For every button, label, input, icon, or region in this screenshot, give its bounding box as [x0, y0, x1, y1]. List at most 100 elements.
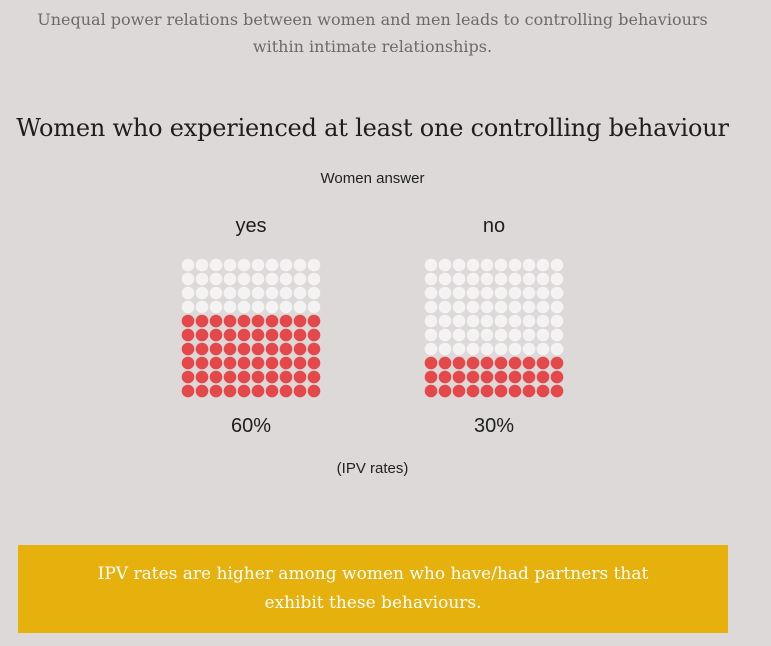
waffle-svg-yes: [181, 258, 321, 398]
waffle-dot-empty: [466, 272, 480, 286]
waffle-dot-filled: [307, 370, 321, 384]
waffle-dot-empty: [508, 314, 522, 328]
waffle-dot-empty: [251, 272, 265, 286]
waffle-dot-empty: [550, 258, 564, 272]
waffle-dot-filled: [181, 384, 195, 398]
waffle-dot-empty: [536, 272, 550, 286]
waffle-dot-empty: [536, 286, 550, 300]
waffle-dot-empty: [438, 300, 452, 314]
waffle-dot-filled: [424, 356, 438, 370]
waffle-dot-filled: [195, 314, 209, 328]
waffle-dot-empty: [508, 258, 522, 272]
waffle-dot-filled: [307, 384, 321, 398]
waffle-dot-empty: [522, 272, 536, 286]
waffle-dot-empty: [522, 286, 536, 300]
waffle-dot-filled: [181, 314, 195, 328]
waffle-dot-empty: [424, 314, 438, 328]
waffle-dot-filled: [480, 384, 494, 398]
waffle-dot-filled: [480, 370, 494, 384]
waffle-dot-filled: [293, 328, 307, 342]
waffle-dot-empty: [265, 272, 279, 286]
waffle-dot-empty: [508, 342, 522, 356]
waffle-dot-empty: [209, 272, 223, 286]
waffle-dot-empty: [522, 314, 536, 328]
waffle-dot-filled: [293, 342, 307, 356]
waffle-dot-empty: [452, 300, 466, 314]
waffle-dot-filled: [251, 356, 265, 370]
waffle-dot-filled: [293, 384, 307, 398]
waffle-dot-filled: [181, 370, 195, 384]
waffle-dot-empty: [466, 342, 480, 356]
waffle-dot-filled: [223, 328, 237, 342]
waffle-dot-filled: [223, 356, 237, 370]
waffle-dot-empty: [550, 342, 564, 356]
waffle-dot-filled: [195, 342, 209, 356]
waffle-dot-filled: [536, 370, 550, 384]
waffle-dot-filled: [293, 314, 307, 328]
waffle-dot-empty: [550, 272, 564, 286]
waffle-dot-filled: [452, 370, 466, 384]
waffle-dot-filled: [181, 342, 195, 356]
waffle-dot-empty: [265, 300, 279, 314]
waffle-dot-filled: [223, 342, 237, 356]
waffle-dot-filled: [494, 370, 508, 384]
waffle-dot-empty: [181, 258, 195, 272]
waffle-dot-empty: [237, 258, 251, 272]
waffle-dot-filled: [424, 370, 438, 384]
waffle-dot-empty: [508, 286, 522, 300]
waffle-dot-filled: [181, 356, 195, 370]
waffle-dot-empty: [480, 300, 494, 314]
waffle-dot-empty: [237, 286, 251, 300]
waffle-dot-empty: [522, 342, 536, 356]
callout-line-1: IPV rates are higher among women who hav…: [97, 564, 649, 584]
callout-line-2: exhibit these behaviours.: [264, 593, 482, 613]
waffle-dot-empty: [293, 258, 307, 272]
waffle-dot-filled: [494, 356, 508, 370]
waffle-dot-empty: [480, 314, 494, 328]
waffle-dot-filled: [307, 356, 321, 370]
waffle-dot-empty: [452, 258, 466, 272]
waffle-dot-filled: [438, 384, 452, 398]
waffle-dot-filled: [466, 356, 480, 370]
waffle-dot-empty: [466, 328, 480, 342]
subtitle-line-1: Unequal power relations between women an…: [37, 10, 708, 29]
waffle-dot-empty: [494, 314, 508, 328]
waffle-dot-filled: [536, 384, 550, 398]
waffle-dot-filled: [452, 384, 466, 398]
callout-box: IPV rates are higher among women who hav…: [18, 545, 728, 633]
waffle-dot-empty: [265, 258, 279, 272]
waffle-dot-filled: [279, 384, 293, 398]
waffle-dot-empty: [424, 300, 438, 314]
waffle-dot-empty: [438, 258, 452, 272]
waffle-dot-empty: [307, 272, 321, 286]
waffle-dot-filled: [209, 384, 223, 398]
waffle-dot-filled: [438, 370, 452, 384]
waffle-dot-filled: [265, 314, 279, 328]
waffle-dot-empty: [508, 300, 522, 314]
waffle-dot-filled: [536, 356, 550, 370]
waffle-dot-empty: [265, 286, 279, 300]
waffle-dot-empty: [307, 300, 321, 314]
value-label-yes: 60%: [230, 415, 272, 437]
waffle-dot-empty: [438, 342, 452, 356]
waffle-dot-empty: [494, 286, 508, 300]
waffle-dot-filled: [237, 356, 251, 370]
waffle-dot-empty: [293, 272, 307, 286]
waffle-dot-empty: [424, 286, 438, 300]
waffle-dot-empty: [480, 272, 494, 286]
waffle-dot-empty: [251, 258, 265, 272]
waffle-dot-filled: [251, 328, 265, 342]
waffle-dot-empty: [466, 258, 480, 272]
waffle-dot-filled: [251, 370, 265, 384]
waffle-dot-empty: [536, 300, 550, 314]
waffle-chart-no: [424, 258, 564, 398]
waffle-dot-filled: [508, 384, 522, 398]
waffle-dot-filled: [209, 342, 223, 356]
waffle-dot-filled: [265, 370, 279, 384]
subtitle-line-2: within intimate relationships.: [252, 37, 493, 56]
waffle-dot-filled: [237, 384, 251, 398]
waffle-dot-empty: [452, 328, 466, 342]
waffle-dot-empty: [494, 258, 508, 272]
waffle-dot-filled: [195, 370, 209, 384]
group-label: Women answer: [320, 170, 425, 187]
